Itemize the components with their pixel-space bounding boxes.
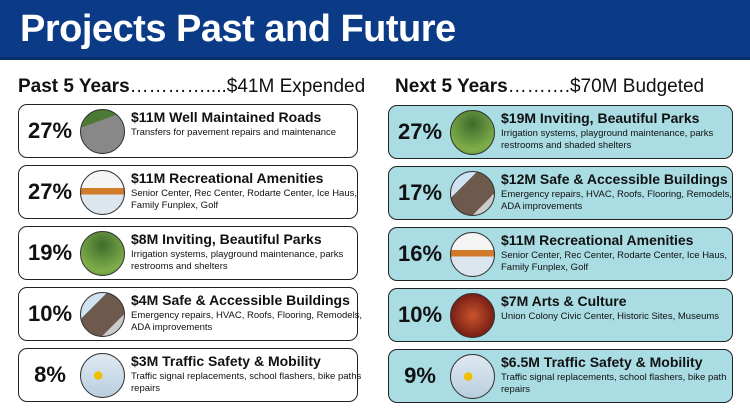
percent: 16%	[397, 241, 443, 266]
past-project-card: 27% $11M Well Maintained Roads Transfers…	[18, 104, 358, 158]
rec-photo-icon	[450, 232, 495, 277]
project-description: Senior Center, Rec Center, Rodarte Cente…	[501, 250, 728, 273]
bldg-photo-icon	[80, 292, 125, 337]
percent: 17%	[397, 180, 443, 205]
page-title: Projects Past and Future	[20, 8, 456, 50]
past-heading: Past 5 Years…………....$41M Expended	[18, 76, 365, 98]
next-project-card: 10% $7M Arts & Culture Union Colony Civi…	[388, 288, 733, 342]
parks-photo-icon	[80, 231, 125, 276]
project-description: Traffic signal replacements, school flas…	[131, 371, 362, 394]
traffic-photo-icon	[80, 353, 125, 398]
past-project-card: 27% $11M Recreational Amenities Senior C…	[18, 165, 358, 219]
next-dots: ……….	[507, 76, 570, 97]
project-description: Emergency repairs, HVAC, Roofs, Flooring…	[131, 310, 363, 333]
project-description: Traffic signal replacements, school flas…	[501, 372, 727, 395]
next-project-card: 17% $12M Safe & Accessible Buildings Eme…	[388, 166, 733, 220]
next-project-card: 16% $11M Recreational Amenities Senior C…	[388, 227, 733, 281]
past-dots: …………....	[129, 76, 227, 97]
next-project-card: 27% $19M Inviting, Beautiful Parks Irrig…	[388, 105, 733, 159]
project-title: $11M Recreational Amenities	[501, 232, 694, 248]
percent: 9%	[404, 363, 436, 388]
project-title: $7M Arts & Culture	[501, 293, 627, 309]
project-title: $12M Safe & Accessible Buildings	[501, 171, 728, 187]
past-project-card: 8% $3M Traffic Safety & Mobility Traffic…	[18, 348, 361, 402]
arts-photo-icon	[450, 293, 495, 338]
project-description: Senior Center, Rec Center, Rodarte Cente…	[131, 188, 358, 211]
project-description: Emergency repairs, HVAC, Roofs, Flooring…	[501, 189, 733, 212]
next-heading: Next 5 Years……….$70M Budgeted	[395, 76, 704, 98]
project-title: $8M Inviting, Beautiful Parks	[131, 231, 322, 247]
project-description: Irrigation systems, playground maintenan…	[131, 249, 344, 272]
percent: 27%	[27, 179, 73, 204]
past-project-card: 10% $4M Safe & Accessible Buildings Emer…	[18, 287, 362, 341]
next-amount: $70M Budgeted	[569, 76, 705, 97]
project-title: $11M Recreational Amenities	[131, 170, 324, 186]
percent: 27%	[397, 119, 443, 144]
roads-photo-icon	[80, 109, 125, 154]
project-description: Irrigation systems, playground maintenan…	[501, 128, 714, 151]
project-title: $3M Traffic Safety & Mobility	[131, 353, 321, 369]
percent: 8%	[34, 362, 66, 387]
project-title: $19M Inviting, Beautiful Parks	[501, 110, 700, 126]
parks-photo-icon	[450, 110, 495, 155]
traffic-photo-icon	[450, 354, 495, 399]
next-label: Next 5 Years	[395, 76, 508, 97]
rec-photo-icon	[80, 170, 125, 215]
past-label: Past 5 Years	[18, 76, 130, 97]
next-project-card: 9% $6.5M Traffic Safety & Mobility Traff…	[388, 349, 733, 403]
project-title: $11M Well Maintained Roads	[131, 109, 322, 125]
past-amount: $41M Expended	[226, 76, 366, 97]
percent: 10%	[397, 302, 443, 327]
project-description: Transfers for pavement repairs and maint…	[131, 127, 337, 138]
project-title: $4M Safe & Accessible Buildings	[131, 292, 350, 308]
project-title: $6.5M Traffic Safety & Mobility	[501, 354, 703, 370]
bldg-photo-icon	[450, 171, 495, 216]
percent: 27%	[27, 118, 73, 143]
percent: 10%	[27, 301, 73, 326]
percent: 19%	[27, 240, 73, 265]
project-description: Union Colony Civic Center, Historic Site…	[501, 311, 720, 322]
header-banner: Projects Past and Future	[0, 0, 750, 60]
past-project-card: 19% $8M Inviting, Beautiful Parks Irriga…	[18, 226, 358, 280]
